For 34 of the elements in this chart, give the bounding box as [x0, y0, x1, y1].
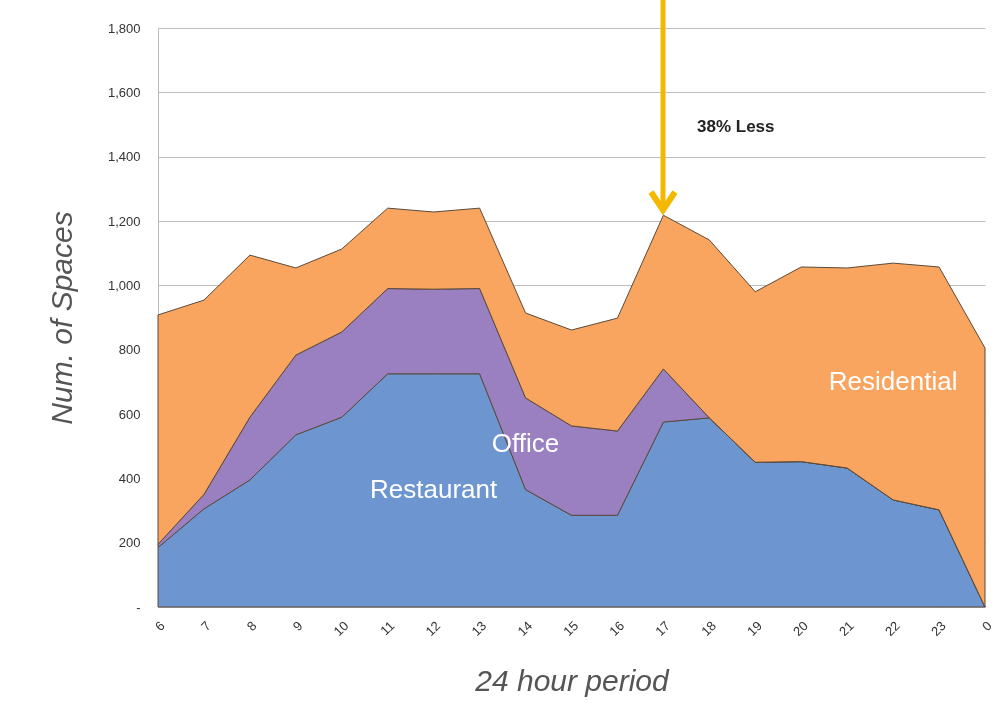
x-tick-label: 18 — [698, 618, 720, 639]
y-tick-label: 200 — [118, 535, 141, 551]
x-tick-label: 11 — [377, 618, 398, 639]
x-tick-label: 15 — [560, 618, 582, 639]
y-tick-label: 1,600 — [107, 84, 141, 100]
series-label: Restaurant — [370, 474, 499, 505]
x-tick-label: 0 — [978, 618, 995, 634]
y-tick-label: 1,400 — [107, 149, 141, 165]
x-tick-label: 10 — [330, 618, 352, 639]
y-tick-label: 600 — [118, 406, 141, 422]
x-tick-label: 22 — [881, 618, 903, 639]
x-tick-label: 21 — [836, 618, 857, 639]
y-tick-label: 800 — [118, 342, 141, 358]
y-tick-label: 1,200 — [107, 213, 141, 229]
y-axis-title: Num. of Spaces — [44, 211, 78, 425]
x-axis-title: 24 hour period — [474, 663, 671, 697]
x-tick-label: 19 — [744, 618, 765, 639]
y-tick-label: - — [136, 599, 141, 615]
x-tick-label: 12 — [422, 618, 444, 639]
x-tick-label: 16 — [606, 618, 628, 639]
y-tick-label: 400 — [118, 470, 141, 486]
x-tick-label: 20 — [790, 618, 811, 639]
series-label: Residential — [828, 365, 958, 396]
x-tick-label: 23 — [927, 618, 949, 639]
x-tick-label: 17 — [652, 618, 674, 639]
x-tick-label: 9 — [289, 618, 306, 634]
annotation: 38% Less — [697, 117, 775, 136]
x-tick-label: 13 — [468, 618, 490, 639]
x-tick-label: 14 — [514, 618, 536, 639]
x-tick-label: 7 — [197, 618, 214, 634]
y-tick-label: 1,000 — [107, 277, 141, 293]
y-tick-label: 1,800 — [107, 20, 141, 36]
x-tick-label: 6 — [151, 618, 168, 634]
x-tick-label: 8 — [243, 618, 260, 634]
